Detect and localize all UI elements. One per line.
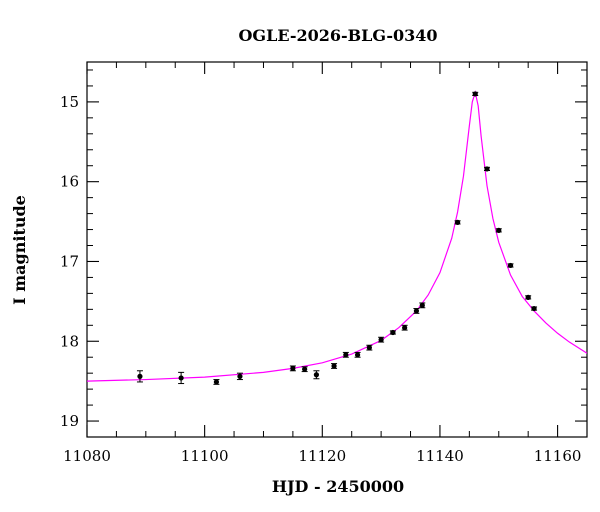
data-marker	[290, 365, 296, 371]
data-marker	[402, 325, 408, 331]
data-point	[454, 219, 461, 225]
data-marker	[313, 372, 320, 378]
data-point	[401, 324, 408, 331]
x-tick-label: 11140	[416, 447, 464, 465]
major-ticks	[86, 62, 587, 437]
data-point	[178, 371, 185, 385]
data-marker	[419, 302, 425, 308]
data-marker	[137, 373, 143, 379]
data-marker	[354, 352, 361, 358]
data-marker	[472, 91, 478, 97]
y-tick-label: 16	[60, 173, 79, 191]
x-tick-label: 11160	[534, 447, 582, 465]
data-point	[378, 336, 385, 343]
tick-labels: 11080 11100 11120 11140 11160 15 16 17 18 19	[60, 93, 582, 465]
data-marker	[496, 227, 502, 233]
data-point	[136, 370, 143, 383]
y-tick-label: 19	[60, 412, 79, 430]
data-point	[413, 308, 420, 314]
model-curve-line	[86, 89, 588, 382]
data-marker	[366, 345, 372, 351]
data-point	[507, 262, 514, 269]
data-point	[213, 379, 220, 385]
data-marker	[390, 329, 396, 336]
data-point	[495, 227, 502, 233]
data-point	[354, 351, 361, 358]
data-marker	[213, 379, 220, 385]
data-marker	[302, 366, 308, 372]
minor-ticks	[87, 62, 587, 438]
data-marker	[331, 363, 337, 369]
data-marker	[525, 294, 531, 300]
data-marker	[237, 373, 243, 379]
data-point	[531, 305, 538, 312]
data-marker	[378, 337, 384, 343]
data-point	[342, 351, 349, 358]
data-marker	[413, 308, 420, 314]
y-tick-label: 18	[60, 332, 79, 350]
chart-title: OGLE-2026-BLG-0340	[238, 26, 437, 45]
data-marker	[178, 375, 184, 381]
data-point	[289, 365, 296, 372]
data-point	[301, 366, 308, 373]
data-marker	[343, 352, 349, 358]
x-axis-label: HJD - 2450000	[272, 477, 404, 496]
data-point	[389, 329, 396, 336]
plot-frame	[86, 61, 588, 438]
data-point	[313, 370, 320, 380]
data-point	[236, 372, 243, 381]
data-marker	[507, 262, 514, 269]
y-tick-label: 17	[60, 252, 79, 270]
y-tick-label: 15	[60, 93, 79, 111]
x-tick-label: 11080	[63, 447, 111, 465]
data-marker	[454, 219, 461, 225]
data-point	[472, 91, 479, 97]
data-points	[136, 91, 538, 385]
data-marker	[484, 166, 490, 172]
y-axis-label: I magnitude	[10, 195, 29, 305]
data-point	[419, 302, 426, 309]
x-tick-label: 11120	[298, 447, 346, 465]
model-curve	[86, 89, 588, 382]
data-point	[331, 363, 338, 369]
data-point	[525, 294, 532, 300]
x-tick-label: 11100	[181, 447, 229, 465]
data-point	[484, 166, 490, 172]
data-marker	[531, 305, 537, 312]
data-point	[366, 344, 373, 351]
